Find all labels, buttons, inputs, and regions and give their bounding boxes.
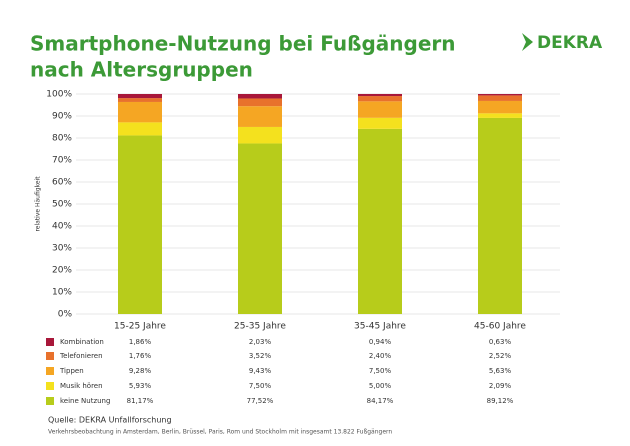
bar-segment [118,122,162,136]
y-tick-label: 40% [52,222,72,232]
bar-segment [358,101,402,118]
x-tick-label: 45-60 Jahre [474,322,526,332]
logo-text: DEKRA [537,33,603,53]
bar-segment [478,117,522,314]
x-tick-label: 15-25 Jahre [114,322,166,332]
y-tick-label: 50% [52,200,72,210]
bar-segment [358,117,402,129]
y-axis-label: relative Häufigkeit [35,176,42,232]
table-value: 0,94% [369,338,392,346]
table-value: 2,03% [249,338,272,346]
y-tick-label: 0% [58,310,73,320]
y-tick-label: 70% [52,156,72,166]
bar-segment [238,126,282,144]
legend-label: Kombination [60,338,104,346]
table-value: 9,28% [129,367,152,375]
table-value: 0,63% [489,338,512,346]
chart-title: Smartphone-Nutzung bei Fußgängern [30,32,456,56]
table-value: 7,50% [369,367,392,375]
table-value: 2,52% [489,352,512,360]
table-value: 1,76% [129,352,152,360]
legend-label: Tippen [59,367,84,375]
table-value: 89,12% [487,397,514,405]
table-value: 84,17% [367,397,394,405]
table-value: 77,52% [247,397,274,405]
logo-mark [522,33,533,51]
legend-swatch [46,397,54,405]
legend-label: Musik hören [60,382,103,390]
table-value: 7,50% [249,382,272,390]
bar-segment [478,95,522,101]
legend-label: Telefonieren [59,352,103,360]
legend-swatch [46,367,54,375]
source: Quelle: DEKRA Unfallforschung [48,416,172,425]
x-tick-label: 25-35 Jahre [234,322,286,332]
legend-label: keine Nutzung [60,397,110,405]
bar-segment [238,98,282,107]
table-value: 81,17% [127,397,154,405]
bar-segment [238,106,282,127]
x-tick-label: 35-45 Jahre [354,322,406,332]
y-tick-label: 60% [52,178,72,188]
table-value: 2,40% [369,352,392,360]
legend-swatch [46,338,54,346]
y-tick-label: 100% [46,90,72,100]
y-tick-label: 10% [52,288,72,298]
y-tick-label: 80% [52,134,72,144]
table-value: 5,63% [489,367,512,375]
bar-segment [478,113,522,118]
table-value: 2,09% [489,382,512,390]
bar-segment [358,93,402,97]
bar-segment [478,100,522,114]
y-tick-label: 90% [52,112,72,122]
y-tick-label: 30% [52,244,72,254]
chart-title: nach Altersgruppen [30,58,253,82]
table-value: 5,00% [369,382,392,390]
bar-segment [238,94,282,99]
bar-segment [358,96,402,102]
legend-swatch [46,382,54,390]
bar-segment [118,135,162,314]
bar-segment [478,94,522,96]
bar-segment [238,143,282,314]
bar-segment [358,128,402,314]
bar-segment [118,94,162,99]
legend-swatch [46,352,54,360]
table-value: 9,43% [249,367,272,375]
table-value: 1,86% [129,338,152,346]
table-value: 5,93% [129,382,152,390]
bar-segment [118,98,162,102]
note: Verkehrsbeobachtung in Amsterdam, Berlin… [48,429,392,436]
bar-segment [118,101,162,123]
table-value: 3,52% [249,352,272,360]
y-tick-label: 20% [52,266,72,276]
